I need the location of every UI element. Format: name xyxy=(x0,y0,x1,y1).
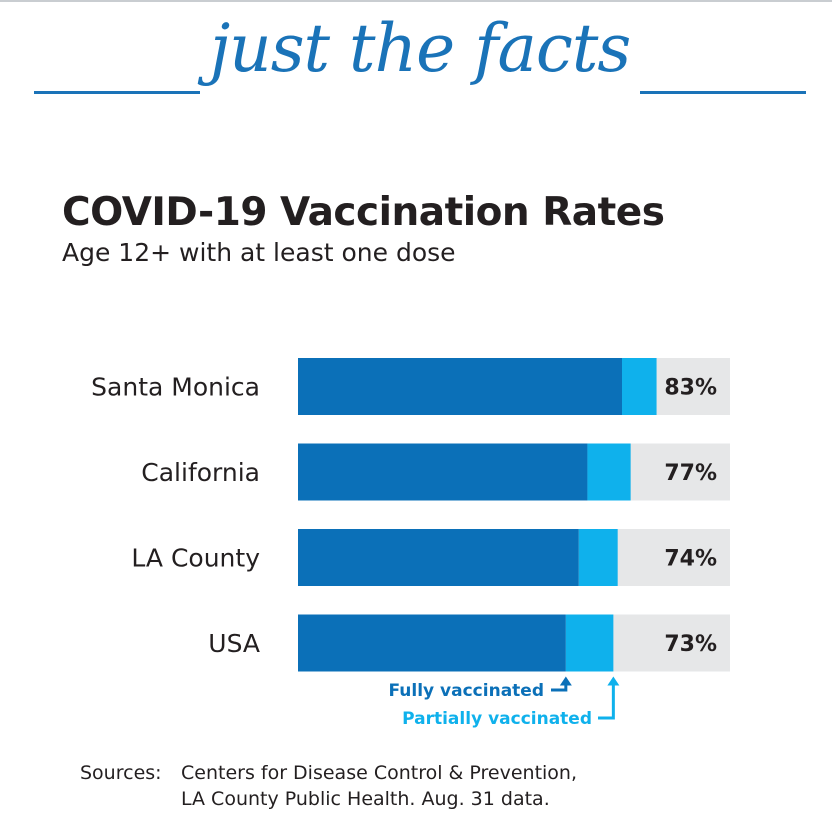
top-border xyxy=(0,0,832,2)
legend-fully-label: Fully vaccinated xyxy=(389,681,544,701)
bar-partially-vaccinated xyxy=(622,358,657,415)
sources-label: Sources: xyxy=(80,762,162,784)
legend-partially-arrow xyxy=(598,681,615,720)
bar-fully-vaccinated xyxy=(298,358,622,415)
bar-partially-vaccinated xyxy=(587,443,631,501)
data-label: 73% xyxy=(664,632,717,657)
sources-line-1: Centers for Disease Control & Prevention… xyxy=(181,762,578,784)
chart-title: COVID-19 Vaccination Rates xyxy=(62,190,665,235)
data-label: 74% xyxy=(664,547,717,572)
bar-fully-vaccinated xyxy=(298,614,566,672)
category-label: Santa Monica xyxy=(91,373,260,402)
header-rule-left xyxy=(34,91,200,94)
sources-line-2: LA County Public Health. Aug. 31 data. xyxy=(181,788,550,810)
category-label: LA County xyxy=(131,544,260,573)
bar-fully-vaccinated xyxy=(298,529,579,586)
bar-partially-vaccinated xyxy=(578,529,618,586)
header-rule-right xyxy=(640,91,806,94)
category-label: California xyxy=(141,458,260,487)
bar-fully-vaccinated xyxy=(298,443,588,501)
bar-partially-vaccinated xyxy=(565,614,614,672)
legend-fully-arrowhead xyxy=(559,676,572,686)
legend-partially-arrowhead xyxy=(607,676,620,686)
category-label: USA xyxy=(208,629,260,658)
data-label: 83% xyxy=(664,376,717,401)
page-title: just the facts xyxy=(209,10,632,87)
data-label: 77% xyxy=(664,461,717,486)
legend-partially-label: Partially vaccinated xyxy=(402,709,592,729)
chart-subtitle: Age 12+ with at least one dose xyxy=(62,238,456,267)
